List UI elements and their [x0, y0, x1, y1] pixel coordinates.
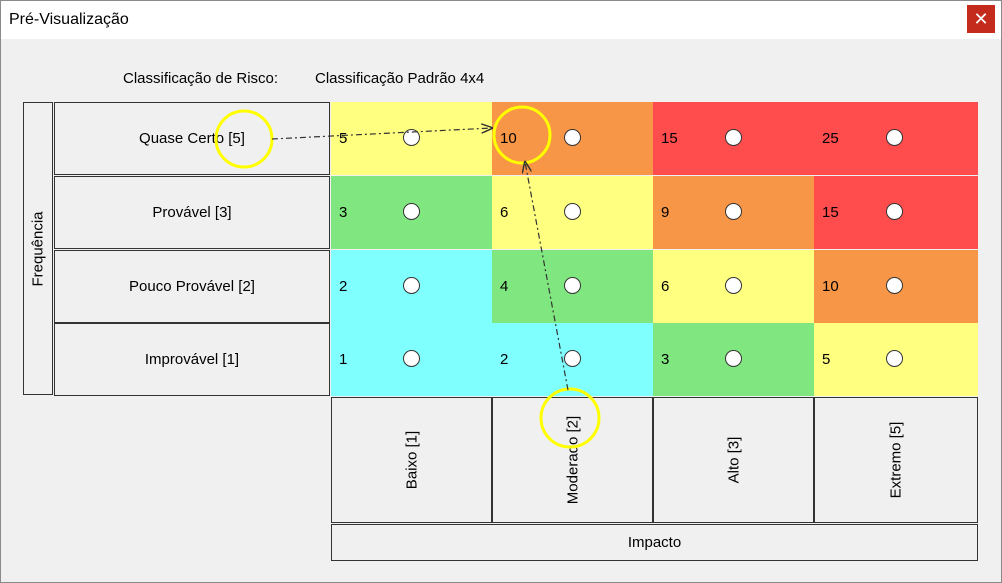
column-header-baixo: Baixo [1] [331, 397, 492, 523]
title-bar: Pré-Visualização ✕ [1, 1, 1001, 39]
cell-value: 10 [500, 130, 517, 147]
cell-radio[interactable] [403, 203, 420, 220]
cell-radio[interactable] [886, 277, 903, 294]
column-header-label: Alto [3] [725, 436, 742, 484]
close-icon[interactable]: ✕ [967, 5, 995, 33]
cell-value: 9 [661, 204, 670, 221]
cell-value: 15 [822, 204, 839, 221]
cell-value: 25 [822, 130, 839, 147]
cell-radio[interactable] [403, 129, 420, 146]
risk-cell: 3 [331, 176, 492, 249]
column-header-label: Moderado [2] [564, 415, 581, 505]
row-header-improvavel: Improvável [1] [54, 323, 330, 396]
cell-radio[interactable] [886, 350, 903, 367]
column-header-label: Baixo [1] [403, 430, 420, 490]
cell-value: 4 [500, 278, 509, 295]
cell-value: 6 [661, 278, 670, 295]
cell-value: 5 [339, 130, 348, 147]
row-header-pouco-provavel: Pouco Provável [2] [54, 250, 330, 323]
column-header-extremo: Extremo [5] [814, 397, 978, 523]
cell-value: 15 [661, 130, 678, 147]
row-header-quase-certo: Quase Certo [5] [54, 102, 330, 175]
cell-value: 6 [500, 204, 509, 221]
frequency-axis-label: Frequência [23, 102, 53, 395]
cell-value: 2 [500, 351, 509, 368]
column-header-moderado: Moderado [2] [492, 397, 653, 523]
row-header-provavel: Provável [3] [54, 176, 330, 249]
cell-value: 1 [339, 351, 348, 368]
column-header-label: Extremo [5] [887, 421, 905, 499]
risk-cell: 15 [653, 102, 814, 175]
risk-cell: 4 [492, 250, 653, 323]
cell-value: 2 [339, 278, 348, 295]
risk-cell: 2 [492, 323, 653, 396]
column-header-alto: Alto [3] [653, 397, 814, 523]
risk-cell: 3 [653, 323, 814, 396]
cell-radio[interactable] [725, 129, 742, 146]
frequency-axis-text: Frequência [29, 210, 47, 287]
risk-cell: 25 [814, 102, 978, 175]
risk-cell: 1 [331, 323, 492, 396]
risk-cell: 15 [814, 176, 978, 249]
cell-radio[interactable] [886, 129, 903, 146]
risk-cell: 2 [331, 250, 492, 323]
cell-value: 3 [339, 204, 348, 221]
risk-cell: 10 [492, 102, 653, 175]
cell-value: 3 [661, 351, 670, 368]
cell-radio[interactable] [725, 277, 742, 294]
cell-value: 10 [822, 278, 839, 295]
cell-radio[interactable] [886, 203, 903, 220]
classification-label: Classificação de Risco: [123, 70, 279, 87]
risk-cell: 5 [814, 323, 978, 396]
window-title: Pré-Visualização [9, 11, 129, 28]
cell-radio[interactable] [564, 203, 581, 220]
cell-radio[interactable] [564, 129, 581, 146]
cell-radio[interactable] [725, 203, 742, 220]
cell-radio[interactable] [564, 277, 581, 294]
risk-cell: 6 [653, 250, 814, 323]
risk-cell: 9 [653, 176, 814, 249]
impact-axis-label: Impacto [331, 524, 978, 561]
risk-cell: 6 [492, 176, 653, 249]
cell-radio[interactable] [725, 350, 742, 367]
cell-radio[interactable] [403, 277, 420, 294]
cell-radio[interactable] [403, 350, 420, 367]
risk-cell: 10 [814, 250, 978, 323]
cell-radio[interactable] [564, 350, 581, 367]
cell-value: 5 [822, 351, 831, 368]
risk-cell: 5 [331, 102, 492, 175]
classification-value: Classificação Padrão 4x4 [315, 70, 485, 87]
